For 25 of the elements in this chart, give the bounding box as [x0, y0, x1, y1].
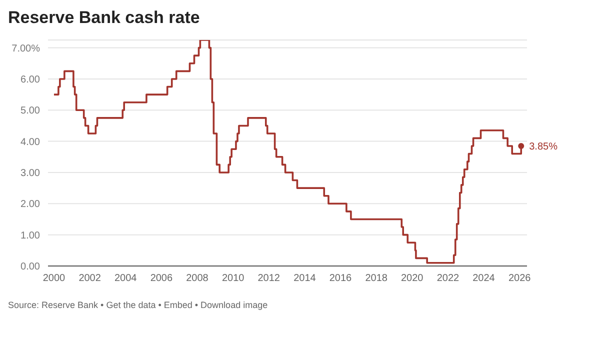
x-tick-label: 2006: [150, 273, 174, 284]
y-tick-label: 3.00: [20, 168, 40, 180]
x-tick-label: 2000: [42, 273, 66, 284]
y-tick-label: 4.00: [20, 136, 40, 148]
x-tick-label: 2016: [329, 273, 352, 284]
y-tick-label: 6.00: [20, 74, 40, 86]
source-note: Source: Reserve Bank • Get the data • Embed • Download image: [8, 300, 269, 310]
y-tick-label: 1.00: [20, 230, 40, 242]
x-tick-label: 2004: [114, 273, 138, 284]
x-tick-label: 2008: [186, 273, 209, 284]
x-tick-label: 2010: [222, 273, 245, 284]
x-tick-label: 2014: [294, 273, 316, 284]
x-tick-label: 2026: [508, 273, 532, 284]
y-tick-label: 5.00: [20, 106, 40, 117]
y-tick-label: 0.00: [20, 262, 40, 273]
y-tick-label: 7.00%: [12, 43, 40, 54]
chart-title: Reserve Bank cash rate: [8, 8, 201, 28]
x-tick-label: 2002: [78, 273, 102, 284]
x-tick-label: 2018: [365, 273, 388, 284]
x-tick-label: 2020: [401, 273, 424, 284]
x-tick-label: 2022: [436, 273, 460, 284]
y-tick-label: 2.00: [20, 199, 40, 210]
annotation: 3.85%: [529, 142, 558, 153]
x-tick-label: 2024: [472, 273, 496, 284]
x-tick-label: 2012: [258, 273, 280, 284]
